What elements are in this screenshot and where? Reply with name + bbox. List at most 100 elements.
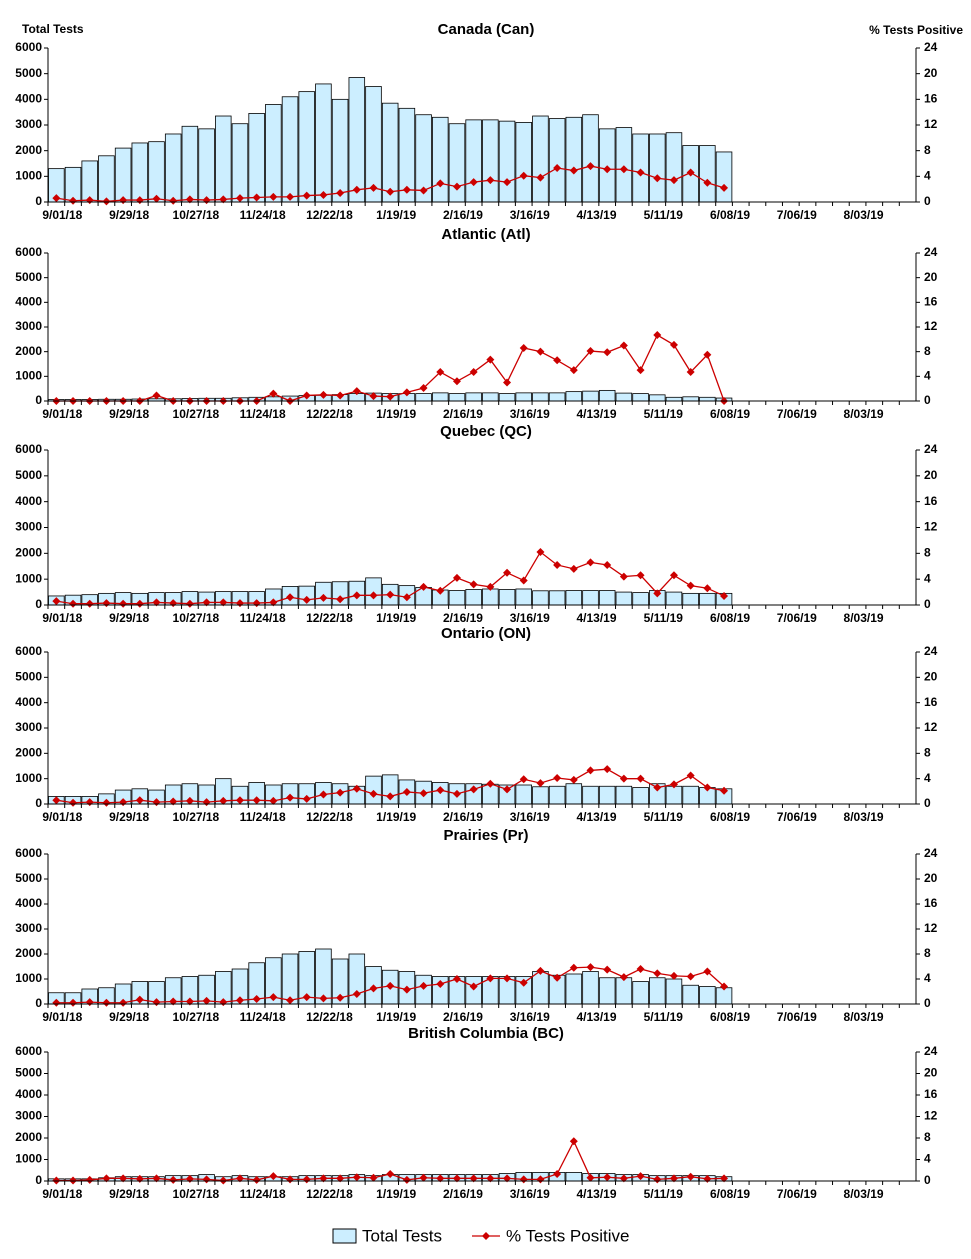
line-marker xyxy=(686,168,695,177)
line-marker xyxy=(586,347,595,356)
x-tick-label: 6/08/19 xyxy=(710,611,750,625)
line-marker xyxy=(302,595,311,604)
line-marker xyxy=(269,389,278,398)
y2-tick-label: 16 xyxy=(924,494,938,508)
bar xyxy=(699,592,716,606)
line-marker xyxy=(336,788,345,797)
bar xyxy=(415,393,432,402)
line-marker xyxy=(669,176,678,185)
line-marker xyxy=(669,780,678,789)
bar xyxy=(465,119,482,203)
line-marker xyxy=(536,966,545,975)
bar xyxy=(515,392,532,402)
x-tick-label: 6/08/19 xyxy=(710,208,750,222)
x-tick-label: 9/29/18 xyxy=(109,810,149,824)
line-marker xyxy=(402,1175,411,1184)
bar xyxy=(198,128,215,203)
line-marker xyxy=(336,391,345,400)
legend-label: % Tests Positive xyxy=(506,1226,629,1245)
y2-tick-label: 4 xyxy=(924,169,931,183)
line-marker xyxy=(219,598,228,607)
line-marker xyxy=(553,1170,562,1179)
x-tick-label: 11/24/18 xyxy=(240,1187,286,1201)
bar xyxy=(448,590,466,606)
bar xyxy=(582,390,599,402)
line-marker xyxy=(369,789,378,798)
line-marker xyxy=(720,591,729,600)
line-marker xyxy=(269,598,278,607)
x-tick-label: 8/03/19 xyxy=(844,407,884,421)
line-marker xyxy=(436,586,445,595)
line-marker xyxy=(503,1174,512,1183)
line-marker xyxy=(369,591,378,600)
line-marker xyxy=(503,568,512,577)
line-marker xyxy=(85,599,94,608)
line-marker xyxy=(720,786,729,795)
line-marker xyxy=(336,993,345,1002)
line-marker xyxy=(402,787,411,796)
bar xyxy=(649,977,666,1005)
line-marker xyxy=(536,779,545,788)
line-marker xyxy=(569,1137,578,1146)
x-tick-label: 6/08/19 xyxy=(710,1187,750,1201)
line-marker xyxy=(69,196,78,205)
line-marker xyxy=(519,576,528,585)
line-marker xyxy=(202,598,211,607)
line-marker xyxy=(720,982,729,991)
bar xyxy=(131,142,149,203)
x-tick-label: 9/01/18 xyxy=(42,810,82,824)
x-tick-label: 10/27/18 xyxy=(173,611,220,625)
bar xyxy=(598,590,616,606)
bar xyxy=(548,118,566,203)
line-marker xyxy=(52,796,61,805)
line-marker xyxy=(469,580,478,589)
y-tick-label: 0 xyxy=(35,194,42,208)
bar xyxy=(281,96,299,203)
line-marker xyxy=(536,173,545,182)
y-tick-label: 3000 xyxy=(15,117,42,131)
line-marker xyxy=(302,391,311,400)
y-tick-label: 1000 xyxy=(15,369,42,383)
bar xyxy=(548,785,566,805)
line-marker xyxy=(152,391,161,400)
y2-tick-label: 12 xyxy=(924,117,938,131)
y-tick-label: 6000 xyxy=(15,442,42,456)
chart-title: Canada (Can) xyxy=(438,21,535,38)
y-tick-label: 3000 xyxy=(15,921,42,935)
line-marker xyxy=(269,993,278,1002)
line-marker xyxy=(469,1174,478,1183)
line-marker xyxy=(686,972,695,981)
line-marker xyxy=(536,347,545,356)
line-marker xyxy=(619,774,628,783)
line-marker xyxy=(686,368,695,377)
y-tick-label: 6000 xyxy=(15,644,42,658)
line-marker xyxy=(469,368,478,377)
chart-title: Prairies (Pr) xyxy=(443,827,528,844)
x-tick-label: 4/13/19 xyxy=(576,1010,616,1024)
y2-tick-label: 0 xyxy=(924,194,931,208)
line-marker xyxy=(486,974,495,983)
line-marker xyxy=(319,593,328,602)
bar xyxy=(649,394,666,402)
y2-tick-label: 4 xyxy=(924,771,931,785)
line-marker xyxy=(703,967,712,976)
y2-tick-label: 16 xyxy=(924,92,938,106)
line-marker xyxy=(486,176,495,185)
x-tick-label: 3/16/19 xyxy=(510,1010,550,1024)
line-marker xyxy=(386,590,395,599)
bar xyxy=(582,114,599,203)
y-tick-label: 5000 xyxy=(15,468,42,482)
bar xyxy=(699,145,716,203)
line-marker xyxy=(352,185,361,194)
y2-tick-label: 0 xyxy=(924,996,931,1010)
x-tick-label: 11/24/18 xyxy=(240,407,286,421)
line-marker xyxy=(169,797,178,806)
x-tick-label: 10/27/18 xyxy=(173,810,220,824)
x-tick-label: 5/11/19 xyxy=(644,407,684,421)
line-marker xyxy=(503,178,512,187)
line-marker xyxy=(519,775,528,784)
x-tick-label: 12/22/18 xyxy=(306,810,353,824)
y2-tick-label: 0 xyxy=(924,597,931,611)
bar xyxy=(515,588,532,606)
line-marker xyxy=(486,355,495,364)
